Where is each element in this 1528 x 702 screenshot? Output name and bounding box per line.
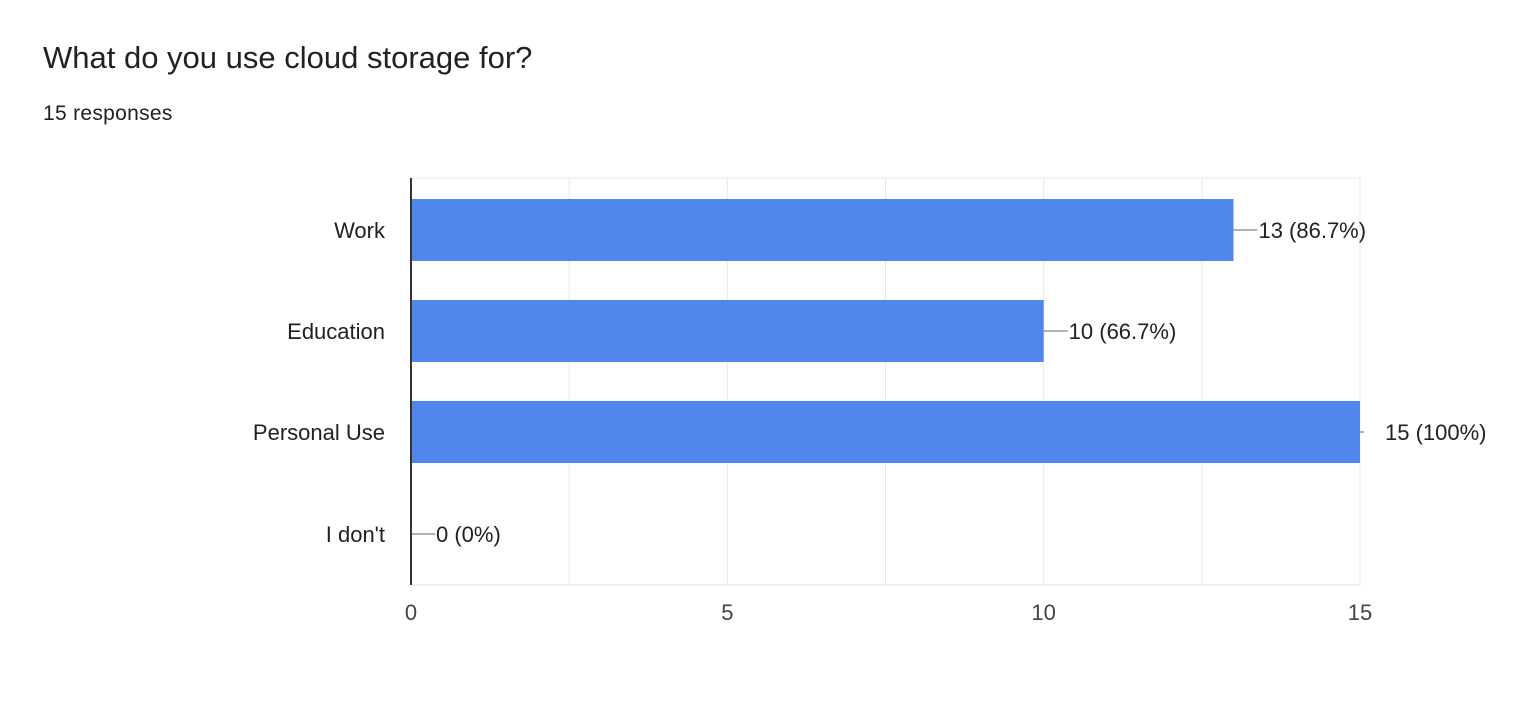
value-label: 10 (66.7%) [1069, 319, 1177, 344]
value-label: 13 (86.7%) [1258, 218, 1366, 243]
category-label: Education [287, 319, 385, 344]
axis-layer: 0 5 10 15 [405, 178, 1372, 625]
x-tick-label: 5 [721, 600, 733, 625]
category-label: Work [334, 218, 386, 243]
value-label: 15 (100%) [1385, 420, 1487, 445]
value-label: 0 (0%) [436, 522, 501, 547]
x-tick-label: 10 [1031, 600, 1055, 625]
category-label: I don't [326, 522, 385, 547]
category-label: Personal Use [253, 420, 385, 445]
bar-work [411, 199, 1234, 261]
question-title: What do you use cloud storage for? [43, 40, 533, 75]
x-tick-label: 15 [1348, 600, 1372, 625]
bar-education [411, 300, 1044, 362]
label-layer: Work 13 (86.7%) Education 10 (66.7%) Persona… [253, 218, 1487, 547]
bar-personal-use [411, 401, 1360, 463]
response-count: 15 responses [43, 102, 173, 125]
bar-layer [411, 199, 1360, 463]
x-tick-label: 0 [405, 600, 417, 625]
